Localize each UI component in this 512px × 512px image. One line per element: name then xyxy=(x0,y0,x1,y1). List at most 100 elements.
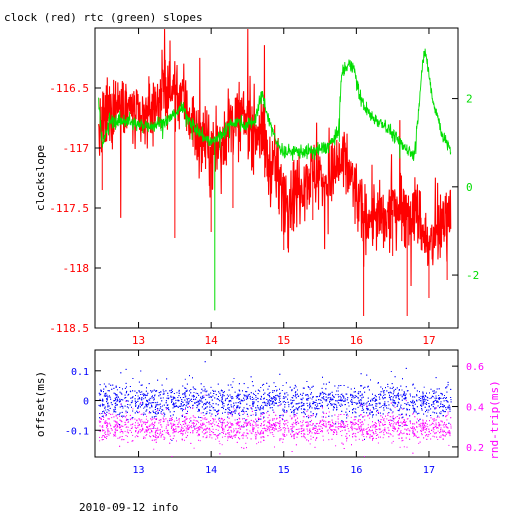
scatter-point-0 xyxy=(440,403,442,405)
scatter-point-0 xyxy=(321,397,323,399)
scatter-point-0 xyxy=(232,381,234,383)
scatter-point-0 xyxy=(200,383,202,385)
scatter-point-0 xyxy=(300,398,302,400)
scatter-point-0 xyxy=(238,398,240,399)
scatter-point-1 xyxy=(274,418,275,420)
scatter-point-0 xyxy=(103,395,105,397)
scatter-point-0 xyxy=(243,383,245,385)
scatter-point-0 xyxy=(159,403,161,405)
rtc-slope-axis: 20-2 xyxy=(452,93,479,282)
scatter-point-0 xyxy=(210,397,212,398)
scatter-point-1 xyxy=(366,428,368,430)
scatter-point-0 xyxy=(231,396,233,398)
scatter-point-0 xyxy=(374,400,376,402)
scatter-point-0 xyxy=(251,396,253,398)
scatter-point-0 xyxy=(358,393,360,395)
scatter-point-0 xyxy=(153,399,155,401)
scatter-point-0 xyxy=(301,394,303,396)
scatter-point-0 xyxy=(319,399,321,401)
scatter-point-0 xyxy=(329,394,331,396)
scatter-point-0 xyxy=(303,403,305,405)
scatter-point-1 xyxy=(336,430,338,432)
scatter-point-1 xyxy=(151,428,153,429)
scatter-point-0 xyxy=(309,404,310,406)
scatter-point-1 xyxy=(255,418,257,420)
scatter-point-0 xyxy=(358,397,359,399)
scatter-point-0 xyxy=(106,398,107,400)
scatter-point-0 xyxy=(238,398,240,400)
scatter-point-0 xyxy=(358,415,360,417)
scatter-point-1 xyxy=(218,440,220,442)
scatter-point-1 xyxy=(200,412,202,414)
scatter-point-0 xyxy=(435,399,437,401)
scatter-point-0 xyxy=(197,393,199,395)
scatter-point-0 xyxy=(340,400,342,402)
scatter-point-0 xyxy=(423,402,425,403)
scatter-point-0 xyxy=(342,400,344,402)
scatter-point-0 xyxy=(254,410,256,411)
scatter-point-0 xyxy=(223,405,225,407)
scatter-point-0 xyxy=(301,412,303,414)
scatter-point-0 xyxy=(99,405,101,407)
scatter-point-0 xyxy=(264,392,266,394)
scatter-point-0 xyxy=(405,393,407,395)
scatter-point-0 xyxy=(404,398,406,400)
scatter-point-1 xyxy=(343,424,344,426)
scatter-point-0 xyxy=(369,412,371,414)
scatter-point-0 xyxy=(413,407,415,409)
scatter-point-1 xyxy=(135,427,137,429)
scatter-point-1 xyxy=(237,422,239,424)
scatter-point-0 xyxy=(360,391,361,393)
scatter-point-0 xyxy=(412,405,414,407)
scatter-point-0 xyxy=(237,395,239,397)
scatter-point-0 xyxy=(159,394,161,396)
scatter-point-0 xyxy=(327,403,329,405)
scatter-point-0 xyxy=(161,384,163,386)
scatter-point-0 xyxy=(283,400,285,402)
scatter-point-1 xyxy=(332,425,334,427)
scatter-point-1 xyxy=(243,421,245,423)
scatter-point-0 xyxy=(165,390,167,392)
scatter-point-0 xyxy=(399,398,400,400)
scatter-point-0 xyxy=(305,394,307,396)
scatter-point-1 xyxy=(232,431,234,433)
scatter-point-0 xyxy=(311,392,312,394)
scatter-point-0 xyxy=(314,425,316,427)
scatter-point-0 xyxy=(382,398,384,400)
scatter-point-0 xyxy=(321,391,323,393)
scatter-point-0 xyxy=(221,400,222,402)
scatter-point-1 xyxy=(126,415,127,417)
scatter-point-1 xyxy=(407,428,409,429)
scatter-point-0 xyxy=(193,394,194,396)
scatter-point-1 xyxy=(405,415,407,416)
scatter-point-0 xyxy=(273,397,275,399)
scatter-point-1 xyxy=(393,428,395,430)
scatter-point-0 xyxy=(343,426,345,428)
scatter-point-0 xyxy=(322,405,323,407)
scatter-point-0 xyxy=(149,407,151,409)
scatter-point-1 xyxy=(208,428,210,430)
scatter-point-0 xyxy=(445,387,447,389)
scatter-point-0 xyxy=(440,397,442,399)
scatter-point-1 xyxy=(438,422,440,424)
scatter-point-0 xyxy=(350,393,352,395)
scatter-point-0 xyxy=(164,413,166,415)
scatter-point-0 xyxy=(398,389,400,391)
scatter-point-0 xyxy=(342,421,344,423)
scatter-point-0 xyxy=(359,402,361,404)
scatter-point-0 xyxy=(359,405,361,407)
scatter-point-0 xyxy=(422,403,424,405)
scatter-point-1 xyxy=(376,426,378,428)
scatter-point-0 xyxy=(198,402,200,404)
scatter-point-0 xyxy=(297,389,298,391)
scatter-point-1 xyxy=(222,431,224,433)
scatter-point-0 xyxy=(168,408,169,410)
scatter-point-0 xyxy=(182,401,184,403)
scatter-point-0 xyxy=(217,413,219,415)
scatter-point-0 xyxy=(147,401,149,403)
scatter-point-0 xyxy=(263,416,265,418)
slope-series-group xyxy=(98,28,452,316)
scatter-point-1 xyxy=(147,421,148,423)
scatter-point-1 xyxy=(275,425,277,427)
scatter-point-0 xyxy=(375,405,377,407)
